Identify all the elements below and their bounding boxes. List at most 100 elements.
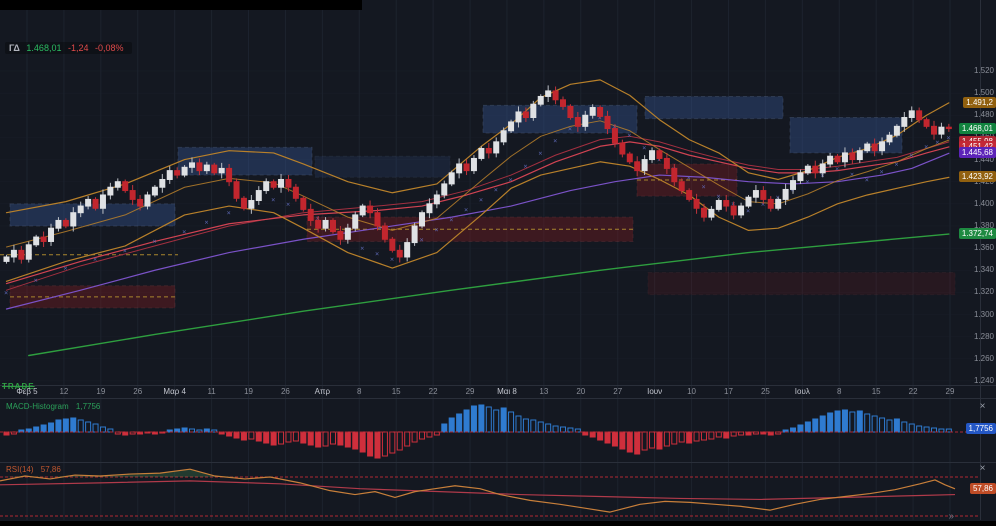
macd-close-button[interactable]: × (977, 401, 988, 412)
rsi-close-button[interactable]: × (977, 463, 988, 474)
date-label: Απρ (314, 387, 331, 396)
bollinger-middle-line (6, 120, 950, 248)
candle (515, 106, 522, 128)
macd-value: 1,7756 (75, 402, 101, 411)
macd-bar (886, 419, 893, 433)
macd-bar (879, 417, 886, 433)
macd-bar (760, 431, 767, 435)
candle (841, 147, 848, 168)
macd-bar (611, 431, 618, 447)
demand-zone (314, 155, 451, 178)
macd-bar (285, 431, 292, 443)
svg-text:×: × (880, 168, 884, 176)
go-to-realtime-icon[interactable]: » (948, 511, 954, 522)
macd-bar (55, 419, 62, 433)
rsi-pane (0, 468, 980, 517)
price-badge: 57,86 (969, 482, 996, 494)
candle (530, 100, 537, 121)
candle (411, 222, 418, 246)
date-label: 26 (280, 387, 290, 396)
candle (908, 106, 915, 122)
macd-bar (226, 431, 233, 437)
rsi-indicator-label[interactable]: RSI(14) 57,86 (6, 465, 61, 474)
svg-text:×: × (924, 143, 928, 151)
macd-bar (515, 415, 522, 433)
candle (738, 202, 745, 219)
price-tick-label: 1.440 (973, 154, 994, 164)
price-change-percent: -0,08% (95, 43, 124, 53)
macd-bar (396, 431, 403, 451)
candle (730, 201, 737, 220)
candle (545, 85, 552, 102)
macd-bar (893, 418, 900, 433)
candle (641, 155, 648, 176)
candle (433, 190, 440, 209)
date-label: 11 (207, 387, 216, 396)
candle (233, 178, 240, 202)
candle (723, 194, 730, 212)
candle (322, 217, 329, 232)
svg-text:×: × (746, 207, 750, 215)
macd-bar (641, 431, 648, 451)
candle (240, 196, 247, 211)
svg-text:×: × (4, 289, 8, 297)
macd-bar (77, 419, 84, 433)
svg-text:×: × (687, 174, 691, 182)
macd-bar (530, 419, 537, 433)
price-tick-label: 1.520 (973, 66, 994, 75)
svg-text:×: × (835, 165, 839, 173)
macd-bar (790, 427, 797, 433)
macd-bar (263, 431, 270, 444)
date-label: 27 (613, 387, 623, 396)
price-tick-label: 1.240 (973, 375, 994, 385)
date-label: Μαι 8 (497, 387, 517, 396)
candle (760, 186, 767, 204)
macd-bar (374, 431, 381, 459)
macd-pane (0, 404, 980, 459)
svg-text:×: × (271, 196, 275, 204)
svg-text:×: × (523, 163, 527, 171)
macd-bar (730, 431, 737, 437)
candle (938, 122, 945, 139)
macd-bar (567, 427, 574, 433)
svg-text:×: × (850, 170, 854, 178)
macd-indicator-label[interactable]: MACD-Histogram 1,7756 (6, 402, 100, 411)
macd-bar (841, 409, 848, 433)
macd-bar (656, 431, 663, 450)
price-badge: 1.491,2 (963, 96, 996, 108)
date-label: 19 (244, 387, 253, 396)
macd-bar (671, 431, 678, 445)
price-axis[interactable]: 1.5201.5001.4801.4601.4401.4201.4001.380… (936, 0, 996, 520)
candle (485, 142, 492, 159)
svg-text:×: × (182, 228, 186, 236)
price-badge: 1.372,74 (958, 228, 996, 240)
symbol-name[interactable]: ΓΔ (9, 43, 20, 53)
price-badge: 1.423,92 (958, 171, 996, 183)
candle (901, 111, 908, 132)
candle (804, 163, 811, 176)
candle (441, 180, 448, 199)
candle (923, 117, 930, 129)
candle (745, 194, 752, 209)
macd-bar (931, 427, 937, 433)
candle (678, 178, 685, 194)
price-change: -1,24 (67, 43, 89, 53)
macd-bar (856, 410, 863, 433)
candle (122, 179, 129, 193)
candle (396, 244, 403, 263)
candle-series (3, 85, 952, 264)
supply-zone (9, 285, 176, 309)
candle (715, 198, 722, 212)
date-label: 20 (576, 387, 586, 396)
price-tick-label: 1.260 (973, 353, 994, 363)
candle (634, 156, 641, 177)
date-label: 8 (837, 387, 842, 396)
candle (344, 223, 351, 244)
time-axis[interactable]: Φεβ 5 12 19 26 Μαρ 4 11 19 26 Απρ 8 15 22 29 Μαι 8 13 2… (0, 386, 980, 398)
ma-purple-line (5, 152, 950, 310)
candle (40, 231, 47, 248)
price-badge: 1.445,68 (958, 147, 996, 159)
candle (426, 198, 433, 219)
macd-bar (923, 426, 930, 433)
